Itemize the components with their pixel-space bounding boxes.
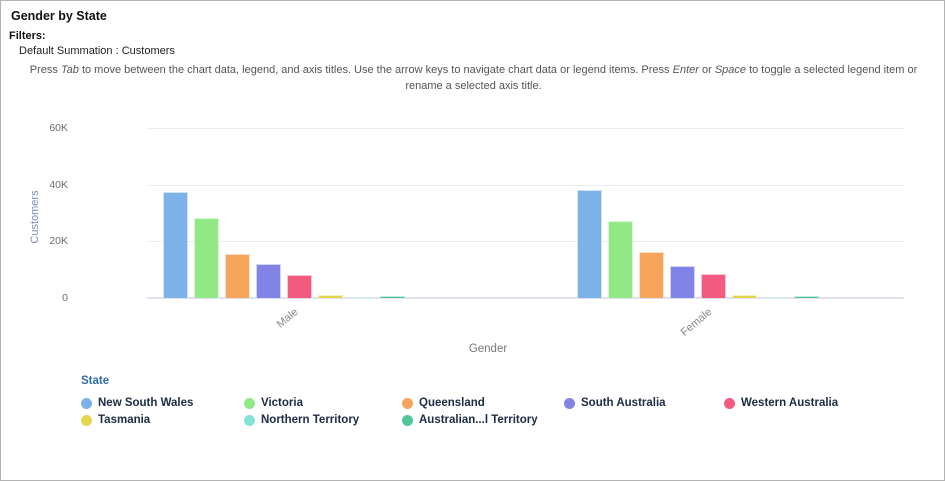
keyboard-instructions: Press Tab to move between the chart data… [1,63,944,95]
bar-male-0[interactable] [163,191,188,298]
bar-female-2[interactable] [639,252,664,298]
instructions-text: to move between the chart data, legend, … [78,64,673,76]
legend-title: State [81,375,110,387]
legend-item-label: Northern Territory [261,414,360,426]
x-tick-female: Female [678,306,715,339]
bar-female-7[interactable] [794,295,819,298]
bar-female-5[interactable] [732,294,757,298]
legend-dot-icon [244,398,255,409]
bar-male-5[interactable] [318,294,343,298]
instructions-key-space: Space [714,64,747,76]
y-tick-40K: 40K [49,178,68,191]
instructions-key-enter: Enter [672,64,699,76]
legend-item-label: South Australia [581,397,666,409]
legend-item-label: New South Wales [98,397,194,409]
legend-dot-icon [564,398,575,409]
legend-dot-icon [81,415,92,426]
bar-male-3[interactable] [256,264,281,298]
legend-dot-icon [81,398,92,409]
legend-dot-icon [244,415,255,426]
bar-male-7[interactable] [380,295,405,298]
bar-female-3[interactable] [670,265,695,298]
bar-female-1[interactable] [608,220,633,298]
bar-female-0[interactable] [577,190,602,298]
filter-value: Default Summation : Customers [19,45,175,57]
bar-male-4[interactable] [287,274,312,298]
legend-dot-icon [402,398,413,409]
legend-item-label: Victoria [261,397,303,409]
x-tick-male: Male [274,306,301,331]
y-tick-0: 0 [62,292,68,304]
legend-item-label: Tasmania [98,414,151,426]
gridline-40K [147,184,904,186]
instructions-text: or [698,64,715,76]
legend-dot-icon [724,398,735,409]
bar-male-6[interactable] [349,297,374,299]
legend-dot-icon [402,415,413,426]
page-title: Gender by State [11,9,107,23]
gridline-20K [147,241,904,243]
filters-label: Filters: [9,30,46,42]
y-tick-20K: 20K [49,235,68,248]
bar-male-2[interactable] [225,253,250,298]
bar-male-1[interactable] [194,217,219,298]
gridline-60K [147,128,904,129]
x-axis-title[interactable]: Gender [468,343,508,355]
bar-female-4[interactable] [701,274,726,298]
bar-female-6[interactable] [763,297,788,299]
gridline-0 [147,297,904,299]
instructions-text: Press [29,64,61,76]
instructions-text: to toggle a selected legend item or rena… [405,64,918,92]
legend-item-label: Australian...l Territory [419,414,538,426]
y-tick-60K: 60K [49,122,68,134]
legend-item-label: Queensland [419,397,485,409]
instructions-key-tab: Tab [60,64,79,76]
legend-item-label: Western Australia [741,397,839,409]
